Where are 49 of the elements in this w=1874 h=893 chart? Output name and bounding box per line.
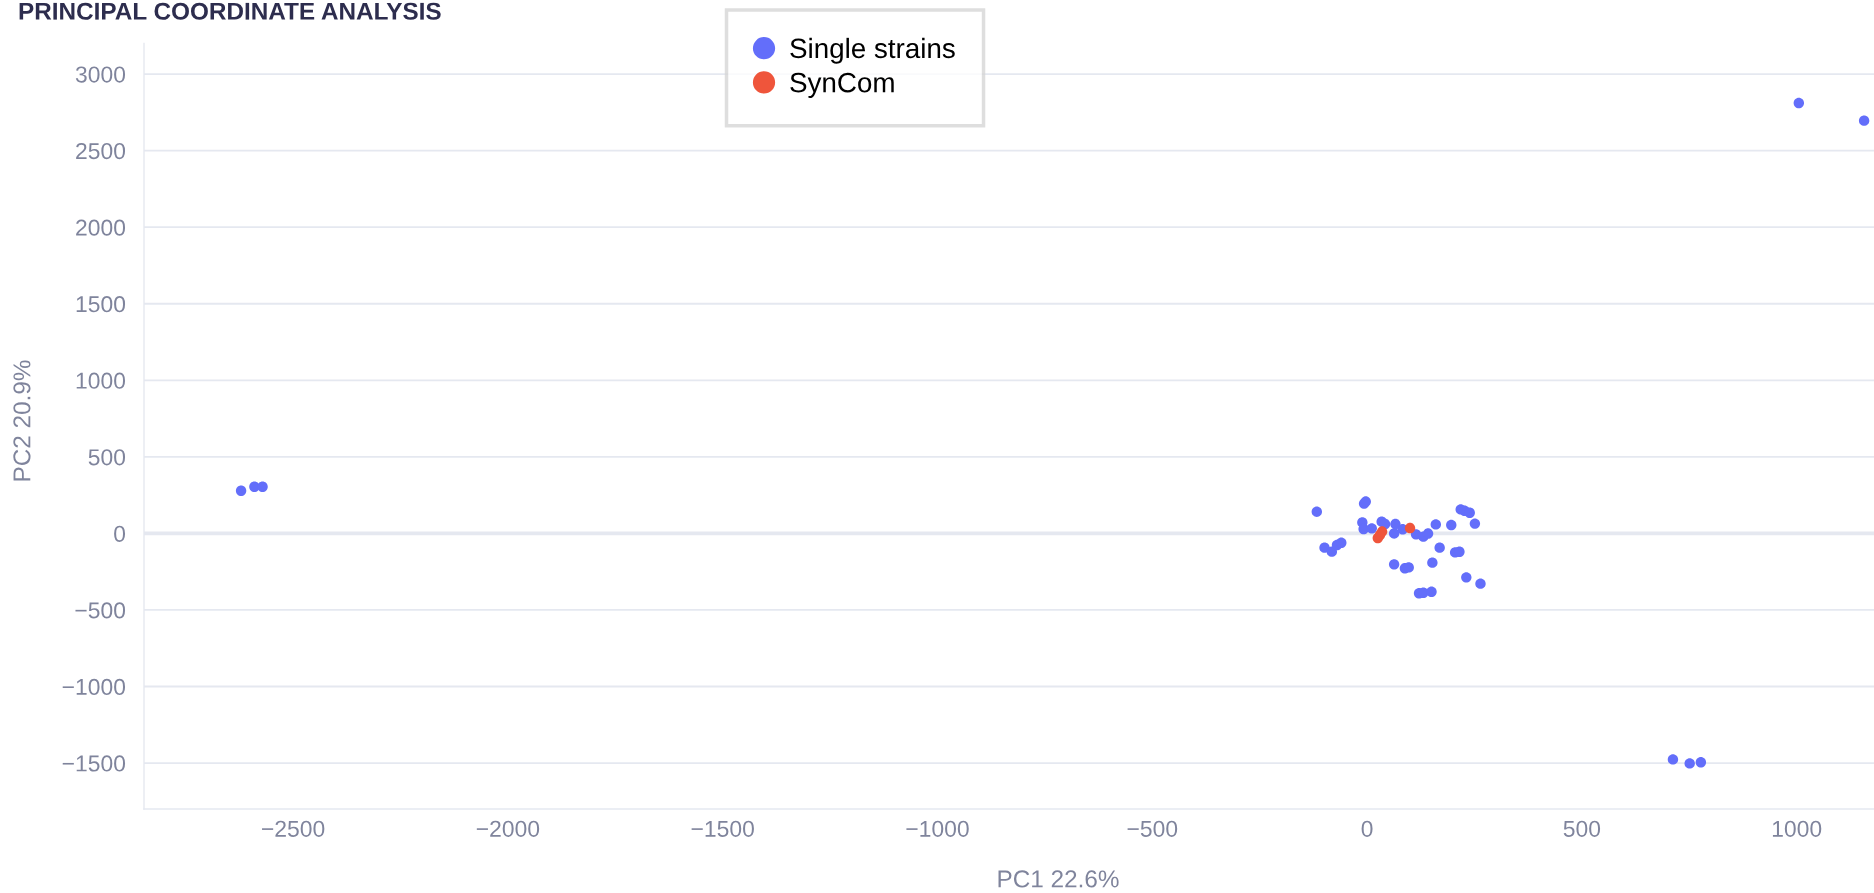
y-tick-label: 2500 — [76, 142, 126, 160]
x-tick-label: −2000 — [476, 820, 540, 837]
x-axis-title: PC1 22.6% — [998, 870, 1119, 888]
y-tick-label: 1500 — [76, 296, 126, 313]
point — [1434, 542, 1445, 553]
point — [1319, 542, 1330, 553]
point — [1388, 528, 1400, 539]
point — [257, 481, 268, 492]
point — [1793, 97, 1805, 109]
point — [1336, 537, 1347, 548]
point — [1684, 758, 1695, 769]
point — [1469, 518, 1481, 529]
y-tick-label: −1500 — [62, 755, 126, 772]
point — [1427, 557, 1438, 568]
y-tick-label: 1000 — [76, 372, 126, 389]
point — [1446, 519, 1457, 531]
legend-label: Single strains — [790, 37, 955, 64]
y-tick-label: 0 — [114, 525, 126, 542]
x-tick-label: −1500 — [691, 820, 754, 837]
legend-label: SynCom — [790, 72, 894, 98]
point — [1695, 757, 1707, 768]
point — [1858, 115, 1870, 126]
point — [1366, 523, 1378, 534]
x-tick-label: −500 — [1127, 820, 1178, 837]
y-tick-label: 3000 — [75, 66, 126, 83]
point — [1390, 518, 1401, 530]
point — [1475, 578, 1486, 589]
point — [1430, 519, 1442, 530]
point — [1464, 507, 1475, 518]
chart-title: PRINCIPAL COORDINATE ANALYSIS — [19, 2, 441, 20]
point — [1667, 754, 1679, 765]
point — [235, 485, 247, 496]
point — [1461, 572, 1472, 583]
x-tick-label: 1000 — [1772, 820, 1822, 837]
point — [1376, 526, 1388, 537]
y-tick-label: −1000 — [62, 678, 126, 696]
point — [1311, 506, 1323, 517]
x-tick-label: 500 — [1563, 820, 1601, 837]
y-tick-label: 2000 — [76, 219, 126, 236]
y-tick-label: −500 — [75, 602, 126, 619]
point — [1404, 522, 1416, 534]
point — [1426, 586, 1437, 597]
x-tick-label: −2500 — [262, 820, 325, 837]
point — [1422, 528, 1434, 539]
point — [1388, 559, 1400, 570]
x-tick-label: −1000 — [906, 820, 969, 837]
y-tick-label: 500 — [88, 449, 126, 466]
y-axis-title: PC2 20.9% — [13, 360, 31, 481]
x-tick-label: 0 — [1361, 820, 1373, 837]
